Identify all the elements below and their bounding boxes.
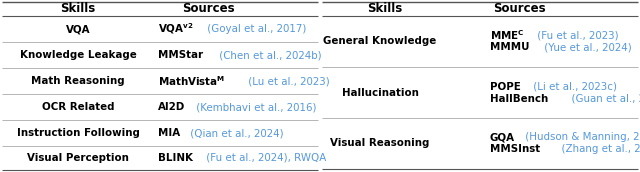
Text: Visual Perception: Visual Perception <box>27 153 129 163</box>
Text: Math Reasoning: Math Reasoning <box>31 76 125 86</box>
Text: Skills: Skills <box>60 3 95 15</box>
Text: General Knowledge: General Knowledge <box>323 36 436 46</box>
Text: (Fu et al., 2023): (Fu et al., 2023) <box>534 30 619 40</box>
Text: (Kembhavi et al., 2016): (Kembhavi et al., 2016) <box>193 102 317 112</box>
Text: Skills: Skills <box>367 3 403 15</box>
Text: Knowledge Leakage: Knowledge Leakage <box>20 50 136 60</box>
Text: (Qian et al., 2024): (Qian et al., 2024) <box>186 128 283 138</box>
Text: MMStar: MMStar <box>158 50 203 60</box>
Text: (Goyal et al., 2017): (Goyal et al., 2017) <box>204 24 307 34</box>
Text: (Guan et al., 2023): (Guan et al., 2023) <box>565 94 640 104</box>
Text: Instruction Following: Instruction Following <box>17 128 140 138</box>
Text: AI2D: AI2D <box>158 102 185 112</box>
Text: GQA: GQA <box>490 132 515 142</box>
Text: Hallucination: Hallucination <box>342 88 419 98</box>
Text: (Yue et al., 2024): (Yue et al., 2024) <box>541 42 632 52</box>
Text: VQA$^{\mathregular{v2}}$: VQA$^{\mathregular{v2}}$ <box>158 22 194 36</box>
Text: POPE: POPE <box>490 82 521 92</box>
Text: (Lu et al., 2023): (Lu et al., 2023) <box>244 76 330 86</box>
Text: OCR Related: OCR Related <box>42 102 115 112</box>
Text: Sources: Sources <box>182 3 234 15</box>
Text: (Fu et al., 2024), RWQA: (Fu et al., 2024), RWQA <box>203 153 326 163</box>
Text: HallBench: HallBench <box>490 94 548 104</box>
Text: BLINK: BLINK <box>158 153 193 163</box>
Text: MMMU: MMMU <box>490 42 529 52</box>
Text: MMSInst: MMSInst <box>490 144 540 154</box>
Text: VQA: VQA <box>66 24 90 34</box>
Text: (Hudson & Manning, 2019): (Hudson & Manning, 2019) <box>522 132 640 142</box>
Text: Sources: Sources <box>493 3 545 15</box>
Text: MME$^{\mathregular{C}}$: MME$^{\mathregular{C}}$ <box>490 29 524 42</box>
Text: MIA: MIA <box>158 128 180 138</box>
Text: (Zhang et al., 2024a): (Zhang et al., 2024a) <box>555 144 640 154</box>
Text: (Li et al., 2023c): (Li et al., 2023c) <box>530 82 617 92</box>
Text: Visual Reasoning: Visual Reasoning <box>330 138 429 148</box>
Text: (Chen et al., 2024b): (Chen et al., 2024b) <box>216 50 322 60</box>
Text: MathVista$^{\mathregular{M}}$: MathVista$^{\mathregular{M}}$ <box>158 74 225 88</box>
